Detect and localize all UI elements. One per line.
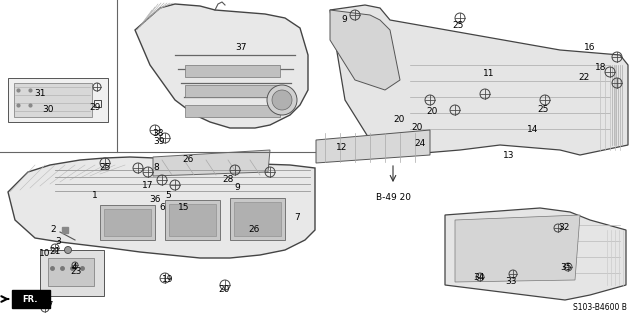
Polygon shape [135, 4, 308, 128]
Polygon shape [8, 157, 315, 258]
Polygon shape [455, 215, 580, 282]
Text: 9: 9 [341, 14, 347, 23]
Text: 20: 20 [393, 115, 404, 124]
Text: 23: 23 [70, 267, 81, 276]
Text: 32: 32 [558, 223, 570, 233]
Text: 6: 6 [159, 203, 165, 212]
Text: FR.: FR. [22, 294, 37, 303]
Text: 13: 13 [504, 150, 515, 159]
Text: 35: 35 [560, 263, 572, 273]
Text: 29: 29 [90, 103, 101, 113]
Text: 5: 5 [165, 191, 171, 201]
Text: 28: 28 [222, 174, 233, 183]
Bar [100, 205, 155, 240]
Text: 27: 27 [42, 301, 54, 310]
Text: 25: 25 [538, 106, 549, 115]
Text: 14: 14 [528, 125, 539, 134]
Text: 34: 34 [473, 274, 485, 283]
Text: 31: 31 [34, 89, 46, 98]
Text: 39: 39 [153, 138, 165, 147]
Polygon shape [330, 5, 628, 155]
Text: 20: 20 [411, 124, 423, 132]
Bar [169, 204, 216, 236]
Text: 21: 21 [49, 246, 61, 255]
Bar [165, 200, 220, 240]
Bar [185, 85, 280, 97]
Text: 25: 25 [99, 164, 110, 172]
Bar [234, 202, 281, 236]
Polygon shape [316, 130, 430, 163]
Bar [230, 198, 285, 240]
Text: 10: 10 [39, 249, 50, 258]
Text: 38: 38 [152, 129, 164, 138]
Text: 19: 19 [162, 276, 174, 284]
Bar [104, 209, 151, 236]
Bar [40, 250, 104, 296]
Bar [12, 290, 50, 308]
Bar [93, 100, 100, 107]
Text: 17: 17 [142, 181, 154, 190]
Text: 26: 26 [182, 156, 194, 164]
Text: 1: 1 [92, 190, 98, 199]
Polygon shape [153, 150, 270, 176]
Text: 26: 26 [249, 226, 260, 235]
Text: 33: 33 [505, 276, 517, 285]
Text: 18: 18 [595, 62, 607, 71]
Polygon shape [445, 208, 626, 300]
Text: 24: 24 [415, 139, 426, 148]
Text: 7: 7 [294, 213, 300, 222]
Text: 3: 3 [55, 237, 61, 246]
Circle shape [267, 85, 297, 115]
Text: 9: 9 [234, 182, 240, 191]
Polygon shape [330, 10, 400, 90]
Text: 22: 22 [579, 73, 589, 82]
Text: 8: 8 [153, 163, 159, 172]
Text: 2: 2 [50, 226, 56, 235]
Text: 25: 25 [452, 20, 464, 29]
Circle shape [272, 90, 292, 110]
Text: 16: 16 [584, 43, 596, 52]
Text: 36: 36 [150, 196, 161, 204]
Text: 20: 20 [218, 284, 230, 293]
Text: B-49 20: B-49 20 [375, 194, 411, 203]
Bar [48, 258, 94, 286]
Text: 30: 30 [42, 106, 54, 115]
Text: 4: 4 [71, 262, 77, 271]
Text: 20: 20 [427, 107, 438, 116]
Bar [185, 105, 280, 117]
Text: 37: 37 [235, 44, 247, 52]
Text: 15: 15 [178, 204, 190, 212]
Circle shape [64, 246, 71, 253]
Text: 12: 12 [336, 143, 348, 153]
Polygon shape [8, 78, 108, 122]
Text: S103-B4600 B: S103-B4600 B [573, 303, 627, 312]
Bar [14, 83, 92, 117]
Bar [185, 65, 280, 77]
Text: 11: 11 [483, 68, 495, 77]
